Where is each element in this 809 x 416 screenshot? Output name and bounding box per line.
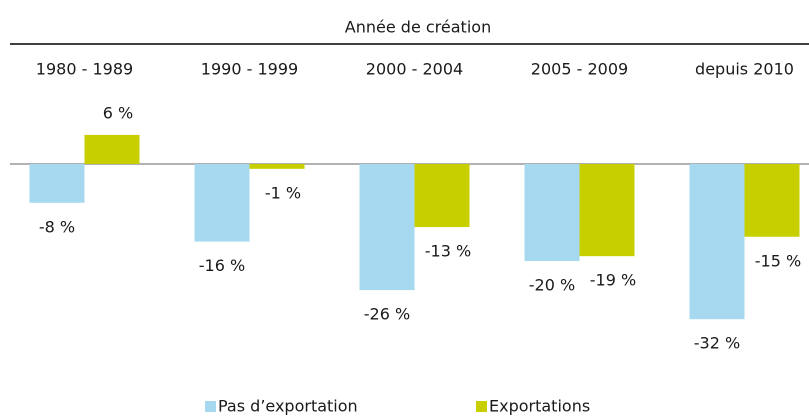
bar: [744, 164, 800, 237]
bar: [359, 164, 415, 291]
data-label: -1 %: [265, 183, 301, 202]
legend-swatch: [205, 401, 216, 412]
data-label: -13 %: [425, 242, 471, 261]
data-label: -19 %: [590, 271, 636, 290]
legend-swatch: [476, 401, 487, 412]
bar: [29, 164, 85, 203]
data-label: -15 %: [755, 251, 801, 270]
data-label: -26 %: [364, 305, 410, 324]
x-tick-label: 1990 - 1999: [201, 60, 298, 79]
bar: [689, 164, 745, 320]
bar: [414, 164, 470, 228]
bar: [194, 164, 250, 242]
legend-label: Exportations: [489, 397, 590, 416]
x-tick-label: 2000 - 2004: [366, 60, 463, 79]
data-label: 6 %: [103, 103, 133, 122]
data-label: -16 %: [199, 256, 245, 275]
bar: [524, 164, 580, 261]
legend-label: Pas d’exportation: [218, 397, 358, 416]
x-tick-label: 1980 - 1989: [36, 60, 133, 79]
x-tick-label: 2005 - 2009: [531, 60, 628, 79]
x-tick-label: depuis 2010: [695, 60, 794, 79]
chart-title: Année de création: [345, 18, 491, 37]
bar: [249, 164, 305, 169]
data-label: -8 %: [39, 217, 75, 236]
data-label: -32 %: [694, 334, 740, 353]
data-label: -20 %: [529, 276, 575, 295]
bar: [579, 164, 635, 257]
bar: [84, 134, 140, 164]
